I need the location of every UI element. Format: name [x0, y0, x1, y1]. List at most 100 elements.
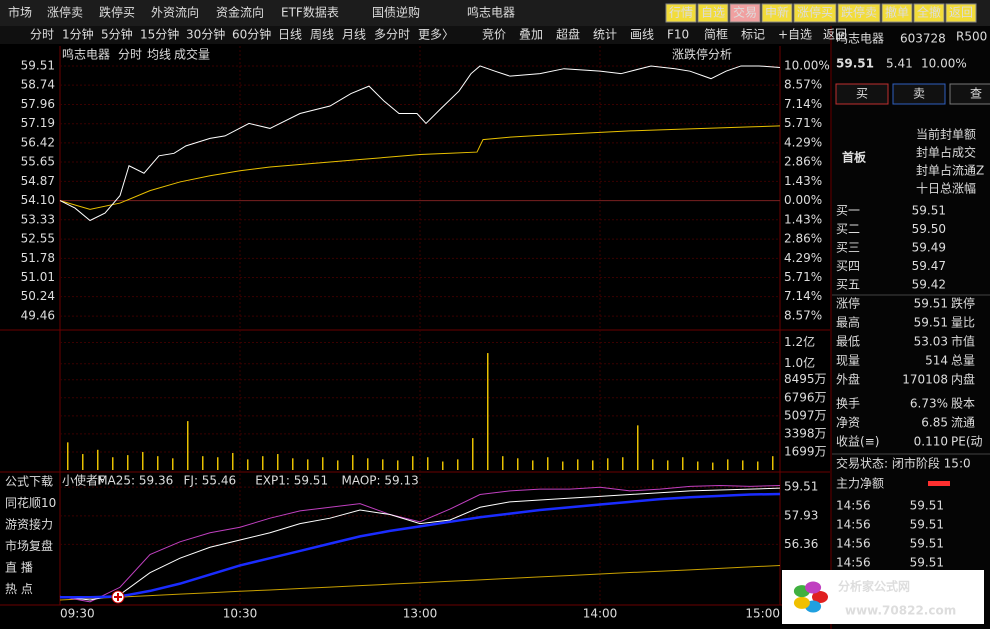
- volume-bar: [187, 421, 189, 470]
- volume-bar: [442, 461, 444, 470]
- top-button-bg[interactable]: [881, 3, 913, 23]
- vol-tick: 1.2亿: [784, 334, 815, 349]
- tool[interactable]: 统计: [593, 28, 617, 42]
- top-button-bg[interactable]: [945, 3, 977, 23]
- tab[interactable]: 60分钟: [232, 27, 271, 42]
- pct-tick: 1.43%: [784, 174, 822, 188]
- action-button-bg[interactable]: [835, 83, 889, 105]
- quote-tag: R500: [956, 30, 987, 44]
- action-button[interactable]: 查: [970, 87, 982, 101]
- action-button[interactable]: 买: [856, 87, 868, 101]
- top-button-bg[interactable]: [913, 3, 945, 23]
- tool[interactable]: +自选: [778, 28, 812, 42]
- tab[interactable]: 30分钟: [186, 27, 225, 42]
- tool[interactable]: 超盘: [556, 27, 580, 42]
- top-button[interactable]: 行情: [669, 6, 693, 20]
- volume-bar: [577, 459, 579, 470]
- action-button-bg[interactable]: [949, 83, 990, 105]
- analysis-link[interactable]: 涨跌停分析: [672, 47, 732, 62]
- top-button[interactable]: 返回: [949, 6, 973, 20]
- top-button[interactable]: 自选: [701, 6, 725, 20]
- pct-tick: 7.14%: [784, 97, 822, 111]
- stock-name: 鸣志电器: [62, 47, 110, 62]
- tab[interactable]: 日线: [278, 28, 302, 42]
- volume-bar: [592, 460, 594, 470]
- stat-label2: 内盘: [951, 372, 975, 387]
- menu-item[interactable]: 跌停买: [99, 5, 135, 20]
- menu-item[interactable]: 市场: [8, 5, 32, 20]
- tool[interactable]: 叠加: [519, 28, 543, 42]
- top-button[interactable]: 全撤: [917, 5, 941, 20]
- volume-bar: [517, 458, 519, 470]
- action-button[interactable]: 卖: [913, 87, 925, 101]
- action-button-bg[interactable]: [892, 83, 946, 105]
- book-price: 59.51: [912, 204, 946, 218]
- indicator-header: MAOP: 59.13: [342, 474, 419, 488]
- side-button[interactable]: 同花顺10: [5, 495, 56, 510]
- top-button[interactable]: 涨停买: [797, 5, 833, 20]
- logo-name: 分析家公式网: [838, 579, 910, 594]
- top-button-bg[interactable]: [697, 3, 729, 23]
- volume-bar: [337, 460, 339, 470]
- top-button[interactable]: 撤单: [885, 5, 909, 20]
- top-button-bg[interactable]: [793, 3, 837, 23]
- time-label: 10:30: [223, 607, 258, 621]
- tab[interactable]: 多分时: [374, 28, 410, 42]
- price-tick: 58.74: [21, 78, 55, 92]
- ind-tick: 56.36: [784, 537, 818, 551]
- price-tick: 56.42: [21, 135, 55, 149]
- quote-code: 603728: [900, 32, 946, 46]
- side-button[interactable]: 游资接力: [5, 517, 53, 532]
- indicator-header: FJ: 55.46: [184, 474, 237, 488]
- volume-bar: [742, 460, 744, 470]
- book-price: 59.42: [912, 278, 946, 292]
- tab[interactable]: 更多〉: [418, 28, 454, 42]
- menu-item[interactable]: 资金流向: [216, 5, 264, 20]
- tool[interactable]: F10: [667, 28, 689, 42]
- menu-item[interactable]: 国债逆购: [372, 5, 420, 20]
- tool[interactable]: 画线: [630, 28, 654, 42]
- top-button[interactable]: 申新: [765, 5, 789, 20]
- pct-tick: 5.71%: [784, 116, 822, 130]
- vol-legend: 成交量: [174, 47, 210, 62]
- top-button[interactable]: 交易: [733, 5, 757, 20]
- top-button-bg[interactable]: [665, 3, 697, 23]
- tab[interactable]: 月线: [342, 28, 366, 42]
- stat-label: 最高: [836, 315, 860, 330]
- volume-bar: [262, 456, 264, 470]
- tool[interactable]: 竞价: [482, 28, 506, 42]
- indicator-line: [59, 564, 781, 601]
- volume-bar: [727, 459, 729, 470]
- top-button[interactable]: 跌停卖: [841, 5, 877, 20]
- volume-bar: [682, 457, 684, 470]
- logo-petal: [793, 596, 810, 609]
- price-tick: 54.87: [21, 174, 55, 188]
- menu-item[interactable]: ETF数据表: [281, 5, 339, 20]
- side-button[interactable]: 热 点: [5, 582, 33, 596]
- time-label: 13:00: [403, 607, 438, 621]
- tool[interactable]: 标记: [741, 28, 765, 42]
- volume-bar: [67, 442, 69, 470]
- tab[interactable]: 15分钟: [140, 27, 179, 42]
- volume-bar: [292, 458, 294, 470]
- stat-label: 涨停: [836, 296, 860, 311]
- volume-bar: [757, 461, 759, 470]
- tool[interactable]: 简框: [704, 28, 728, 42]
- tab[interactable]: 5分钟: [101, 27, 133, 42]
- top-button-bg[interactable]: [761, 3, 793, 23]
- menu-item[interactable]: 外资流向: [151, 5, 199, 20]
- quote-change: 5.41: [886, 57, 913, 71]
- menu-item[interactable]: 涨停卖: [47, 5, 83, 20]
- side-button[interactable]: 市场复盘: [5, 538, 53, 553]
- side-button[interactable]: 公式下载: [5, 475, 53, 489]
- top-button-bg[interactable]: [837, 3, 881, 23]
- tool[interactable]: 返回: [823, 28, 847, 42]
- vol-tick: 8495万: [784, 372, 827, 386]
- tab[interactable]: 1分钟: [62, 27, 94, 42]
- tab[interactable]: 分时: [30, 28, 54, 42]
- side-button[interactable]: 直 播: [5, 561, 33, 575]
- stat-label2: 市值: [951, 334, 975, 349]
- price-tick: 54.10: [21, 193, 55, 207]
- top-button-bg[interactable]: [729, 3, 761, 23]
- tab[interactable]: 周线: [310, 28, 334, 42]
